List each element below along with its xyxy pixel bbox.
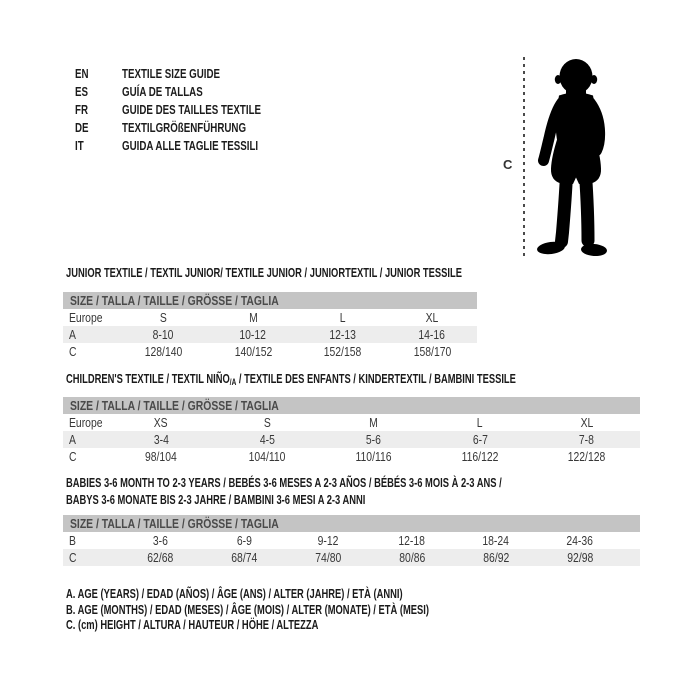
lang-label: TEXTILE SIZE GUIDE [122,66,221,81]
lang-label: GUIDE DES TAILLES TEXTILE [122,102,262,117]
table-row: C 98/104 104/110 110/116 116/122 122/128 [69,449,606,464]
babies-section-title: BABIES 3-6 MONTH TO 2-3 YEARS / BEBÉS 3-… [66,475,502,507]
footnote-c: C. (cm) HEIGHT / ALTURA / HAUTEUR / HÖHE… [66,617,319,632]
table-header-row: SIZE / TALLA / TAILLE / GRÖSSE / TAGLIA [63,515,641,532]
lang-row-fr: FR GUIDE DES TAILLES TEXTILE [75,101,307,119]
footnote-b: B. AGE (MONTHS) / EDAD (MESES) / ÂGE (MO… [66,601,429,617]
table-row: C 128/140 140/152 152/158 158/170 [69,344,451,359]
lang-code: DE [75,120,89,135]
toddler-silhouette-icon [537,59,607,257]
lang-row-de: DE TEXTILGRÖßENFÜHRUNG [75,119,307,137]
table-row: Europe S M L XL [69,310,439,325]
table-header-row: SIZE / TALLA / TAILLE / GRÖSSE / TAGLIA [63,292,477,309]
table-row: A 3-4 4-5 5-6 6-7 7-8 [63,431,641,448]
table-row: B 3-6 6-9 9-12 12-18 18-24 24-36 [69,533,594,548]
lang-row-it: IT GUIDA ALLE TAGLIE TESSILI [75,137,307,155]
junior-section-title: JUNIOR TEXTILE / TEXTIL JUNIOR/ TEXTILE … [66,265,462,280]
children-size-table: SIZE / TALLA / TAILLE / GRÖSSE / TAGLIA … [63,397,641,465]
lang-label: GUIDA ALLE TAGLIE TESSILI [122,138,259,153]
lang-label: GUÍA DE TALLAS [122,84,203,99]
footnote-a: A. AGE (YEARS) / EDAD (AÑOS) / ÂGE (ANS)… [66,586,403,601]
lang-code: EN [75,66,89,81]
lang-row-es: ES GUÍA DE TALLAS [75,83,307,101]
lang-code: FR [75,102,89,117]
table-row: C 62/68 68/74 74/80 80/86 86/92 92/98 [63,549,641,566]
lang-label: TEXTILGRÖßENFÜHRUNG [122,120,247,135]
children-section-title: CHILDREN'S TEXTILE / TEXTIL NIÑO/A / TEX… [66,371,516,387]
lang-code: IT [75,138,84,153]
table-row: Europe XS S M L XL [69,415,593,430]
height-dashed-line [523,57,525,258]
lang-row-en: EN TEXTILE SIZE GUIDE [75,65,307,83]
footnotes: A. AGE (YEARS) / EDAD (AÑOS) / ÂGE (ANS)… [66,586,570,633]
babies-size-table: SIZE / TALLA / TAILLE / GRÖSSE / TAGLIA … [63,515,641,566]
height-measure-label: C [503,157,513,172]
table-row: A 8-10 10-12 12-13 14-16 [63,326,477,343]
lang-code: ES [75,84,89,99]
junior-size-table: SIZE / TALLA / TAILLE / GRÖSSE / TAGLIA … [63,292,477,360]
language-legend: EN TEXTILE SIZE GUIDE ES GUÍA DE TALLAS … [75,65,307,155]
table-header-row: SIZE / TALLA / TAILLE / GRÖSSE / TAGLIA [63,397,641,414]
